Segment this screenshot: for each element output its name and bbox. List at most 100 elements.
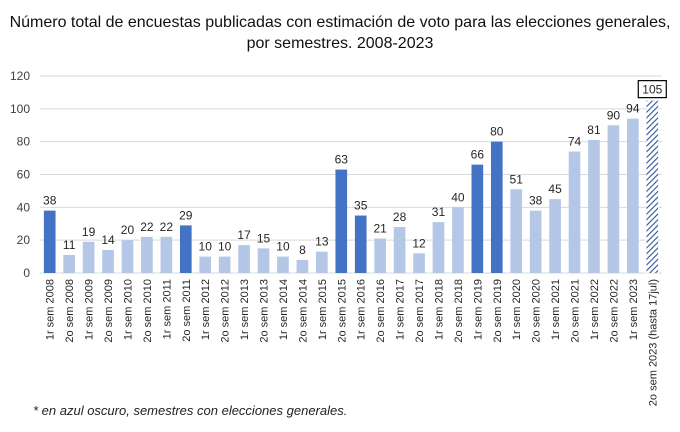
x-tick-label: 2o sem 2018: [453, 279, 465, 343]
x-tick-label: 2o sem 2010: [142, 279, 154, 343]
data-label: 38: [529, 194, 543, 208]
data-label: 10: [276, 240, 290, 254]
data-label: 80: [490, 125, 504, 139]
x-tick-label: 1r sem 2020: [511, 279, 523, 340]
footnote: * en azul oscuro, semestres con eleccion…: [33, 403, 348, 418]
y-tick-label: 80: [17, 135, 31, 149]
x-tick-label: 2o sem 2008: [64, 279, 76, 343]
bar: [627, 118, 639, 273]
data-label: 63: [335, 153, 349, 167]
bar: [413, 253, 425, 273]
y-tick-label: 20: [17, 233, 31, 247]
x-tick-label: 1r sem 2016: [356, 279, 368, 340]
bar: [374, 238, 386, 273]
bar: [316, 251, 328, 273]
data-label: 90: [607, 108, 621, 122]
x-tick-label: 1r sem 2014: [278, 279, 290, 340]
x-tick-label: 1r sem 2018: [433, 279, 445, 340]
y-tick-label: 60: [17, 168, 31, 182]
x-tick-label: 1r sem 2015: [317, 279, 329, 340]
x-tick-label: 2o sem 2014: [297, 279, 309, 343]
x-tick-label: 2o sem 2012: [220, 279, 232, 343]
data-label: 74: [568, 135, 582, 149]
data-label: 38: [43, 194, 57, 208]
bar: [471, 164, 484, 273]
bar: [588, 140, 600, 273]
data-label: 20: [121, 223, 135, 237]
bar: [179, 225, 192, 273]
bar: [199, 256, 212, 273]
data-label: 94: [626, 102, 640, 116]
x-tick-label: 1r sem 2009: [84, 279, 96, 340]
x-tick-label: 1r sem 2010: [122, 279, 134, 340]
bar: [296, 259, 309, 273]
bar: [432, 222, 445, 273]
x-tick-label: 2o sem 2022: [608, 279, 620, 343]
x-tick-label: 2o sem 2015: [336, 279, 348, 343]
data-label: 22: [140, 220, 154, 234]
x-tick-label: 2o sem 2020: [531, 279, 543, 343]
bar: [160, 236, 173, 273]
data-label: 15: [257, 231, 271, 245]
bar: [452, 207, 464, 273]
bar: [568, 151, 581, 273]
x-tick-label: 2o sem 2011: [181, 279, 193, 342]
data-labels: 38 11 19 14 20 22 22 29 10 10 17 15 10 8 13 63 35 21 28 12 3…: [43, 80, 667, 257]
bar: [393, 227, 406, 273]
data-label: 40: [451, 190, 465, 204]
x-tick-label: 1r sem 2023: [628, 279, 640, 340]
x-tick-label: 2o sem 2017: [414, 279, 426, 343]
data-label: 28: [393, 210, 407, 224]
bar: [490, 141, 503, 273]
data-label-box: [637, 80, 667, 99]
bar: [607, 125, 620, 273]
chart-title: Número total de encuestas publicadas con…: [9, 14, 671, 52]
bar: [354, 215, 367, 273]
bar: [63, 254, 75, 273]
data-label: 14: [101, 233, 115, 247]
x-tick-label: 2o sem 2019: [492, 279, 504, 343]
bar: [335, 169, 348, 273]
x-tick-label: 2o sem 2009: [103, 279, 115, 343]
bar: [529, 210, 542, 273]
data-label: 21: [373, 222, 387, 236]
x-tick-label: 1r sem 2022: [589, 279, 601, 340]
data-label: 10: [199, 240, 213, 254]
bar: [82, 241, 95, 273]
bar: [277, 256, 289, 273]
data-label: 45: [548, 182, 562, 196]
data-label: 13: [315, 235, 329, 249]
data-label: 17: [237, 228, 251, 242]
bar: [43, 210, 56, 273]
data-label: 35: [354, 199, 368, 213]
y-tick-label: 0: [23, 266, 30, 280]
bar: [510, 189, 523, 273]
x-tick-label: 1r sem 2013: [239, 279, 251, 340]
data-label: 11: [63, 238, 76, 252]
bar: [549, 199, 561, 273]
bar: [141, 236, 153, 273]
x-tick-label: 2o sem 2016: [375, 279, 387, 343]
data-label: 81: [587, 123, 601, 137]
bar: [218, 256, 231, 273]
data-label: 105: [642, 83, 662, 97]
x-tick-label: 2o sem 2013: [259, 279, 271, 343]
data-label: 10: [218, 240, 232, 254]
bar: [646, 100, 659, 273]
data-label: 22: [160, 220, 174, 234]
y-tick-label: 100: [10, 102, 30, 116]
x-tick-label: 1r sem 2017: [395, 279, 407, 340]
x-axis-labels: 1r sem 2008 2o sem 2008 1r sem 2009 2o sem …: [45, 279, 660, 406]
bar: [257, 248, 270, 273]
y-tick-label: 40: [17, 200, 31, 214]
data-label: 51: [510, 172, 524, 186]
y-tick-label: 120: [10, 69, 30, 83]
data-label: 29: [179, 208, 193, 222]
data-label: 66: [471, 148, 485, 162]
y-axis-ticks: 0 20 40 60 80 100 120: [10, 69, 30, 280]
data-label: 31: [432, 205, 446, 219]
x-tick-label: 1r sem 2019: [472, 279, 484, 340]
data-label: 8: [299, 243, 306, 257]
data-label: 19: [82, 225, 96, 239]
